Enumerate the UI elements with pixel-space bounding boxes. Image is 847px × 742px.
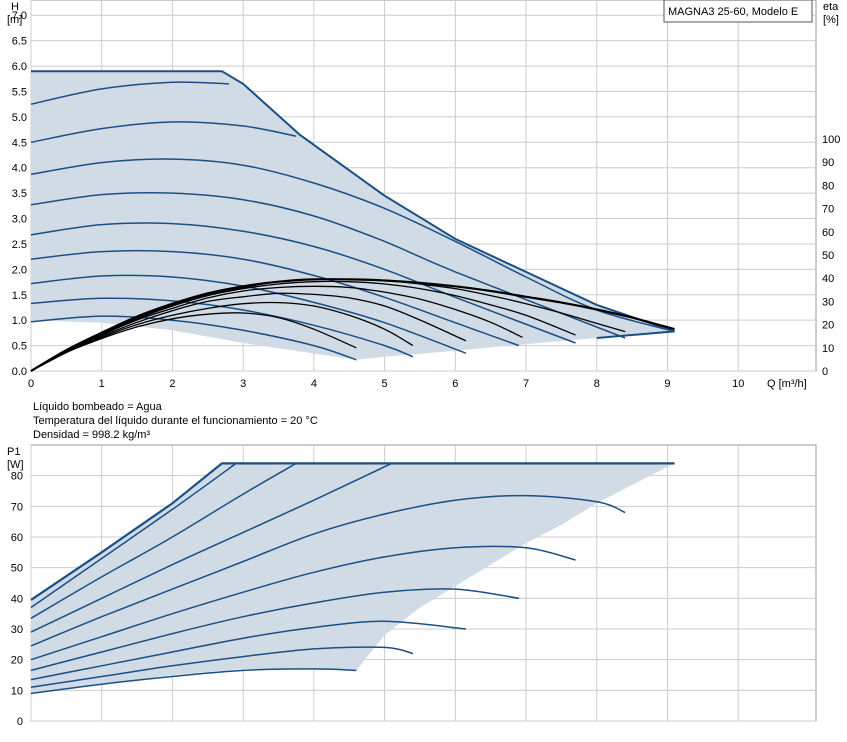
head-y-tick-label: 6.5 [12, 36, 27, 48]
eta-curve [30, 278, 675, 372]
head-curve [30, 81, 230, 105]
eta-y-label-line2: [%] [823, 14, 839, 26]
head-y-tick-label: 2.0 [12, 264, 27, 276]
head-curve [30, 297, 414, 358]
head-y-tick-label: 2.5 [12, 239, 27, 251]
head-y-tick-label: 3.0 [12, 214, 27, 226]
eta-curve [30, 292, 467, 372]
info-liquid: Líquido bombeado = Agua [33, 401, 163, 413]
eta-y-tick-labels: 0 10 20 30 40 50 60 70 80 90 100 [822, 134, 840, 378]
head-y-tick-label: 1.0 [12, 315, 27, 327]
head-curve [30, 249, 520, 347]
head-x-tick-label: 7 [523, 378, 529, 390]
head-x-label: Q [m³/h] [767, 378, 807, 390]
power-curve [30, 588, 520, 672]
head-x-tick-label: 4 [311, 378, 317, 390]
power-y-tick-label: 10 [11, 685, 23, 697]
liquid-info: Líquido bombeado = Agua Temperatura del … [33, 401, 318, 441]
head-y-tick-label: 3.5 [12, 188, 27, 200]
head-y-tick-label: 4.0 [12, 163, 27, 175]
power-curve [30, 646, 414, 689]
head-curve [30, 191, 626, 339]
info-temperature: Temperatura del líquido durante el funci… [33, 415, 318, 427]
head-x-tick-labels: 0 1 2 3 4 5 6 7 8 9 10 [28, 378, 744, 390]
head-x-tick-label: 10 [732, 378, 744, 390]
head-curve [30, 222, 576, 344]
power-curve [30, 545, 576, 661]
power-y-tick-label: 60 [11, 532, 23, 544]
head-y-tick-label: 6.0 [12, 61, 27, 73]
power-chart: 0 10 20 30 40 50 60 70 80 P1 [W] [7, 444, 817, 728]
power-y-tick-label: 0 [17, 716, 23, 728]
power-curve [30, 494, 626, 647]
head-x-tick-label: 2 [169, 378, 175, 390]
head-x-tick-label: 5 [382, 378, 388, 390]
power-curve [30, 462, 675, 601]
eta-y-tick-label: 50 [822, 250, 834, 262]
head-y-label-line2: [m] [7, 14, 22, 26]
power-y-label-line1: P1 [7, 446, 20, 458]
head-y-tick-label: 7.0 [12, 10, 27, 22]
eta-y-tick-label: 40 [822, 273, 834, 285]
model-title: MAGNA3 25-60, Modelo E [668, 6, 798, 18]
eta-y-tick-label: 0 [822, 366, 828, 378]
eta-y-tick-label: 20 [822, 320, 834, 332]
head-x-tick-label: 3 [240, 378, 246, 390]
eta-curves [30, 278, 675, 372]
head-curve [30, 315, 357, 361]
power-curve [30, 462, 297, 619]
eta-y-tick-label: 100 [822, 134, 840, 146]
head-x-tick-label: 8 [594, 378, 600, 390]
power-curves [30, 462, 675, 695]
model-title-box [663, 0, 813, 23]
eta-y-tick-label: 90 [822, 157, 834, 169]
head-x-tick-label: 9 [664, 378, 670, 390]
head-x-tick-label: 6 [452, 378, 458, 390]
power-curve [30, 620, 466, 681]
head-y-label-line1: H [11, 1, 19, 13]
power-y-tick-label: 70 [11, 501, 23, 513]
power-y-tick-label: 50 [11, 563, 23, 575]
eta-y-tick-label: 70 [822, 204, 834, 216]
head-curve [30, 121, 297, 144]
eta-y-tick-label: 30 [822, 296, 834, 308]
head-curve [30, 158, 675, 333]
head-y-tick-label: 5.5 [12, 86, 27, 98]
eta-y-tick-label: 10 [822, 343, 834, 355]
head-chart: 0.0 0.5 1.0 1.5 2.0 2.5 3.0 3.5 4.0 4.5 5.0 5.5 6.0 6… [7, 0, 840, 390]
power-y-tick-labels: 0 10 20 30 40 50 60 70 80 [11, 471, 23, 728]
head-envelope-area [31, 71, 675, 360]
power-curve [30, 668, 357, 695]
power-y-tick-label: 30 [11, 624, 23, 636]
eta-curve [30, 301, 414, 372]
head-y-tick-label: 0.0 [12, 366, 27, 378]
head-y-tick-label: 0.5 [12, 341, 27, 353]
power-envelope-area [31, 463, 675, 694]
head-y-tick-labels: 0.0 0.5 1.0 1.5 2.0 2.5 3.0 3.5 4.0 4.5 5.0 5.5 6.0 6… [12, 10, 27, 378]
head-y-tick-label: 1.5 [12, 290, 27, 302]
eta-curve [30, 285, 523, 372]
head-x-tick-label: 0 [28, 378, 34, 390]
power-y-tick-label: 40 [11, 593, 23, 605]
power-y-tick-label: 80 [11, 471, 23, 483]
info-density: Densidad = 998.2 kg/m³ [33, 429, 150, 441]
power-y-label-line2: [W] [7, 459, 24, 471]
eta-y-tick-label: 60 [822, 227, 834, 239]
head-x-tick-label: 1 [99, 378, 105, 390]
head-y-tick-label: 4.5 [12, 137, 27, 149]
power-y-tick-label: 20 [11, 655, 23, 667]
power-curve [30, 462, 393, 633]
head-y-tick-label: 5.0 [12, 112, 27, 124]
power-curve [30, 462, 237, 609]
eta-y-tick-label: 80 [822, 180, 834, 192]
eta-curve [30, 280, 576, 372]
eta-y-label-line1: eta [823, 1, 839, 13]
